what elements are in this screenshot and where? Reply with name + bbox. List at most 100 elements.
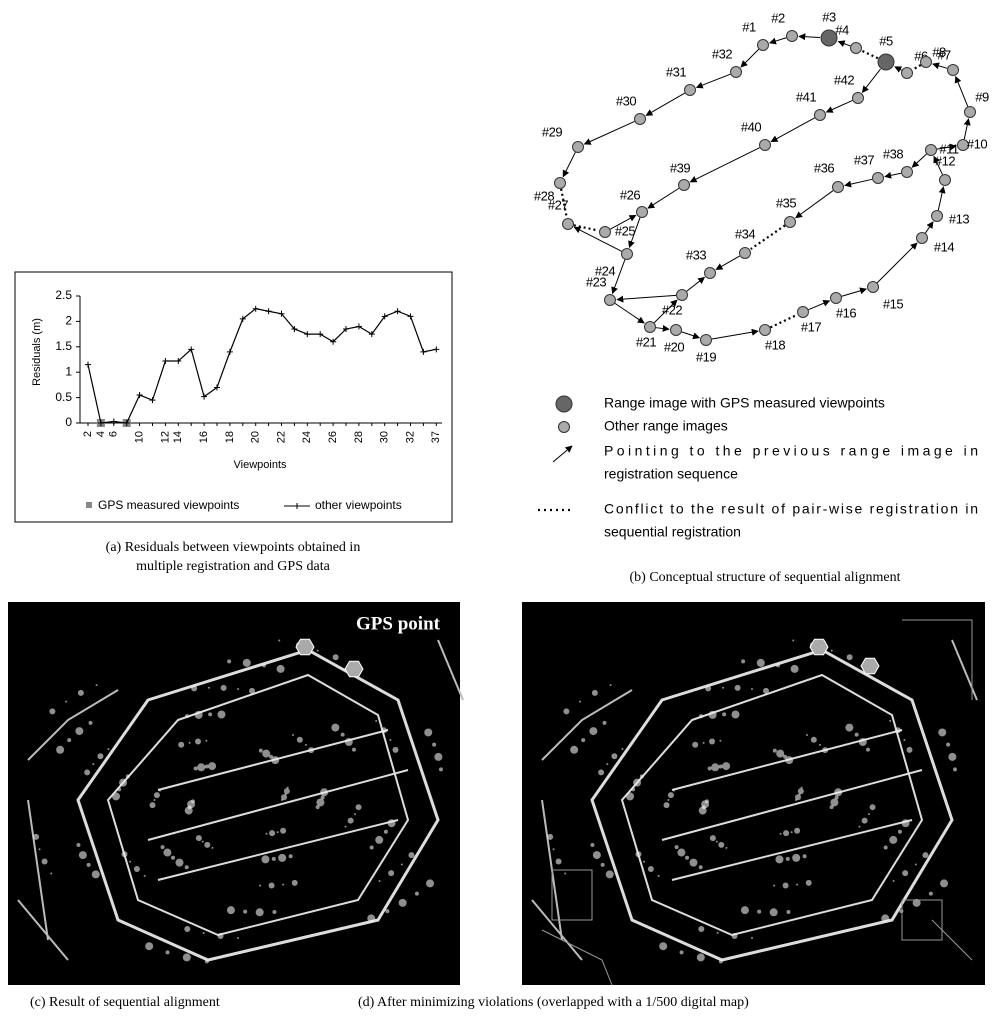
map-speckle (243, 909, 248, 914)
data-point (188, 346, 195, 353)
edge (655, 324, 670, 332)
node (599, 226, 611, 238)
map-speckle (375, 835, 384, 844)
map-speckle (802, 854, 807, 859)
map-speckle (938, 728, 947, 737)
map-speckle (698, 806, 707, 815)
node-label: #19 (696, 349, 716, 364)
data-point (175, 358, 182, 365)
node-label: #9 (975, 89, 989, 104)
map-speckle (282, 883, 285, 886)
map-speckle (160, 845, 165, 850)
map-speckle (718, 841, 725, 848)
data-point (110, 418, 117, 425)
edge (963, 118, 971, 140)
edge (695, 73, 731, 89)
map-speckle (271, 756, 280, 765)
node-label: #29 (542, 124, 562, 139)
map-speckle (86, 862, 91, 867)
map-speckle (271, 856, 276, 861)
y-tick-label: 2.5 (55, 288, 72, 302)
map-speckle (125, 774, 130, 779)
node (901, 67, 913, 79)
map-speckle (731, 710, 740, 719)
map-speckle (133, 865, 140, 872)
map-speckle (709, 835, 716, 842)
map-speckle (202, 931, 205, 934)
map-speckle (316, 798, 325, 807)
map-speckle (940, 879, 949, 888)
map-speckle (679, 950, 684, 955)
edge (837, 40, 851, 47)
map-speckle (769, 908, 778, 917)
node (877, 53, 895, 71)
map-speckle (783, 754, 788, 759)
map-speckle (424, 728, 433, 737)
data-line (87, 308, 437, 424)
map-outline (17, 639, 464, 961)
map-speckle (751, 937, 753, 939)
map-speckle (88, 720, 93, 725)
map-speckle (76, 843, 81, 848)
map-speckle (269, 754, 274, 759)
map-speckle (261, 855, 270, 864)
map-speckle (353, 813, 356, 816)
map-speckle (175, 858, 184, 867)
y-tick-label: 0 (65, 415, 72, 429)
data-point (420, 348, 427, 355)
edge (681, 331, 701, 340)
map-speckle (711, 763, 720, 772)
x-tick-label: 24 (301, 431, 313, 443)
map-speckle (901, 819, 910, 828)
node-label: #33 (686, 247, 706, 262)
map-speckle (67, 738, 72, 743)
map-speckle (785, 756, 794, 765)
map-speckle (304, 743, 307, 746)
map-speckle (792, 639, 795, 642)
map-speckle (385, 909, 390, 914)
x-tick-label: 28 (353, 431, 365, 443)
map-speckle (725, 846, 728, 849)
map-speckle (903, 739, 906, 741)
node-label: #23 (586, 274, 606, 289)
legend-swatch (86, 502, 92, 508)
node (670, 324, 682, 336)
map-speckle (149, 802, 156, 809)
node (700, 334, 712, 346)
gps-marker (860, 657, 880, 675)
edge (954, 75, 969, 107)
map-speckle (795, 794, 802, 801)
map-speckle (865, 747, 870, 752)
map-speckle (602, 720, 607, 725)
map-speckle (796, 883, 799, 886)
edge (610, 214, 637, 230)
map-outline (551, 869, 943, 941)
node-label: #4 (835, 22, 849, 37)
map-speckle (570, 745, 579, 754)
map-speckle (667, 792, 674, 799)
map-speckle (861, 817, 868, 824)
node-label: #28 (534, 188, 554, 203)
node (784, 216, 796, 228)
map-speckle (786, 910, 791, 915)
caption: (c) Result of sequential alignment (30, 995, 220, 1010)
edge (686, 276, 706, 292)
map-speckle (914, 863, 917, 866)
map-speckle (178, 741, 185, 748)
map-speckle (721, 686, 724, 689)
map-speckle (708, 710, 717, 719)
map-speckle (351, 747, 356, 752)
gps-marker (295, 638, 315, 656)
x-tick-label: 2 (82, 431, 94, 437)
edge (912, 64, 922, 71)
node (916, 232, 928, 244)
map-speckle (276, 664, 285, 673)
x-tick-label: 18 (224, 431, 236, 443)
map-speckle (77, 689, 84, 696)
map-speckle (685, 855, 690, 860)
node-label: #24 (595, 263, 615, 278)
map-speckle (912, 898, 921, 907)
map-speckle (773, 884, 776, 887)
map-speckle (95, 684, 98, 687)
caption: multiple registration and GPS data (136, 559, 330, 574)
